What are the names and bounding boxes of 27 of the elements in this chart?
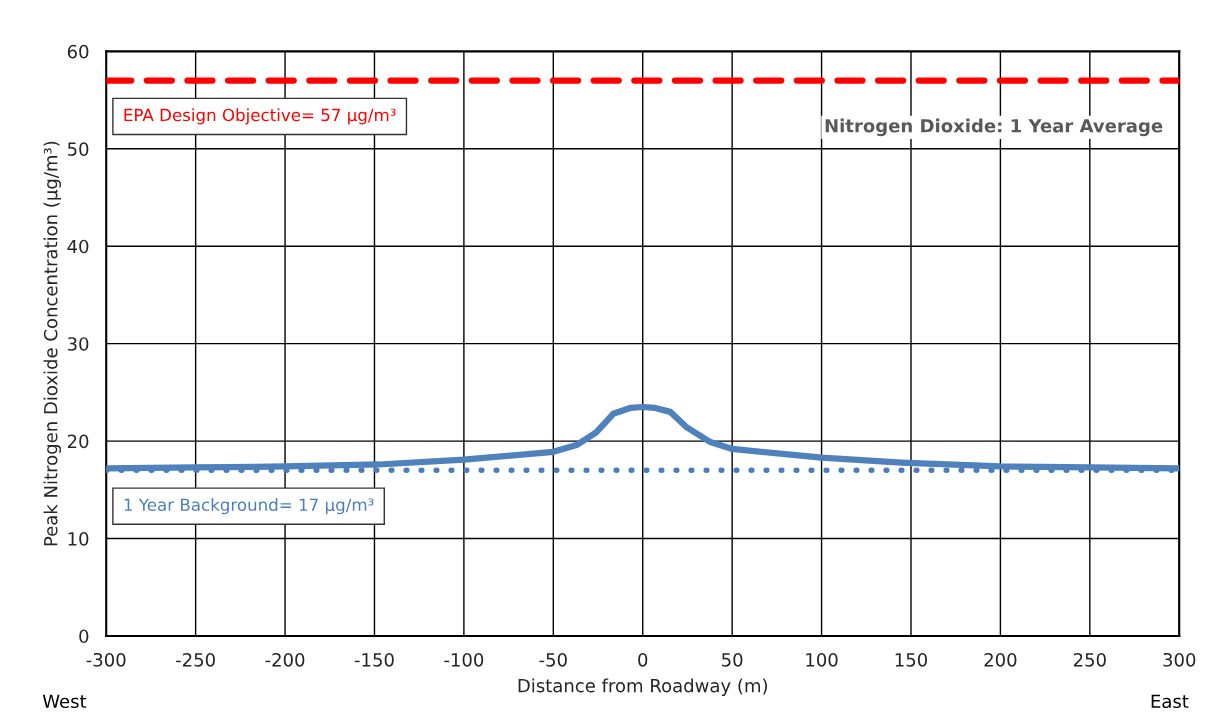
- x-axis-title: Distance from Roadway (m): [518, 678, 768, 696]
- annotation: Nitrogen Dioxide: 1 Year Average: [825, 118, 1163, 137]
- x-tick-label: 200: [984, 652, 1017, 667]
- x-tick-label: 0: [638, 652, 648, 667]
- y-tick-label: 0: [79, 629, 89, 644]
- text: East: [1151, 694, 1189, 709]
- x-tick-label: -200: [265, 652, 305, 667]
- y-axis-title: Peak Nitrogen Dioxide Concentration (µg/m³): [43, 141, 62, 546]
- y-tick-label: 50: [67, 142, 89, 156]
- x-tick-label: -300: [86, 652, 126, 667]
- x-tick-label: -50: [539, 652, 567, 667]
- x-tick-label: -150: [354, 652, 394, 667]
- x-tick-label: 250: [1073, 652, 1106, 667]
- y-tick-label: 60: [67, 44, 89, 59]
- x-tick-label: -250: [176, 652, 215, 667]
- y-tick-label: 40: [67, 239, 89, 254]
- text: West: [42, 694, 87, 709]
- x-tick-label: 300: [1163, 652, 1196, 667]
- y-tick-label: 10: [68, 532, 89, 546]
- ref-line-label: EPA Design Objective= 57 µg/m³: [124, 108, 396, 125]
- y-tick-label: 30: [67, 337, 89, 351]
- x-tick-label: 50: [722, 652, 743, 667]
- x-tick-label: -100: [444, 652, 484, 667]
- ref-line-label: 1 Year Background= 17 µg/m³: [124, 498, 374, 515]
- x-tick-label: 100: [806, 652, 838, 667]
- y-tick-label: 20: [67, 434, 89, 449]
- x-tick-label: 150: [895, 652, 928, 667]
